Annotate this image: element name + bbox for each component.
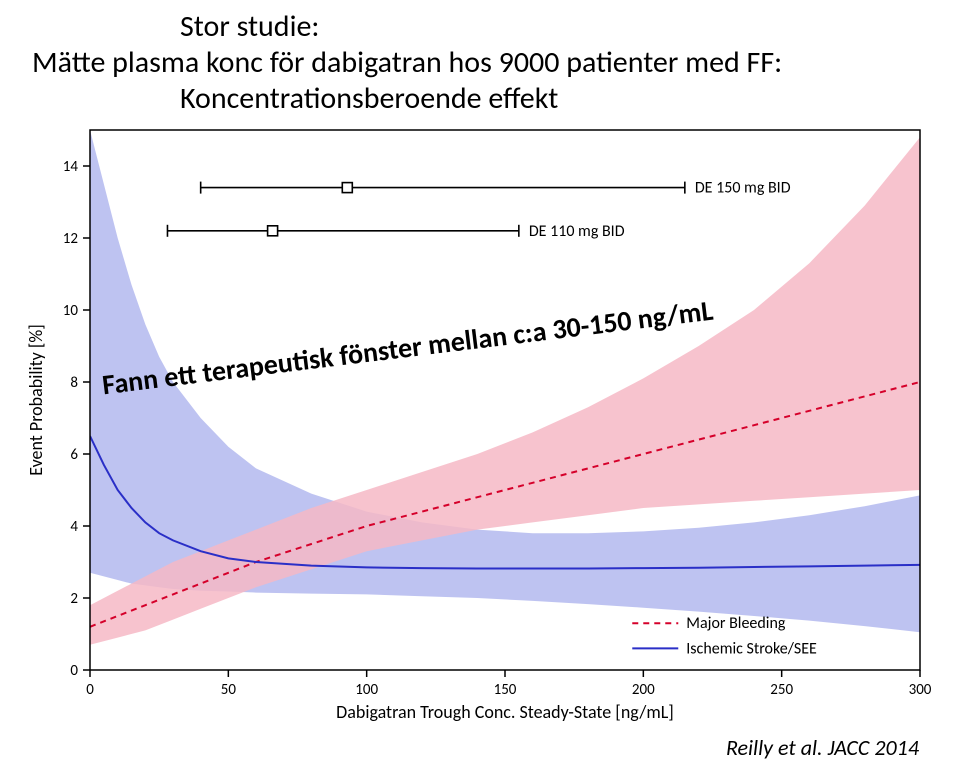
legend-bleeding-label: Major Bleeding — [686, 614, 786, 633]
dose-marker — [268, 226, 278, 236]
legend-stroke-label: Ischemic Stroke/SEE — [686, 639, 817, 658]
dose-label: DE 110 mg BID — [529, 222, 625, 241]
title-line3: Koncentrationsberoende effekt — [180, 80, 558, 117]
y-tick-label: 10 — [63, 302, 79, 320]
citation: Reilly et al. JACC 2014 — [726, 734, 919, 761]
y-tick-label: 0 — [70, 662, 78, 680]
dose-label: DE 150 mg BID — [695, 179, 791, 198]
title-line2: Mätte plasma konc för dabigatran hos 900… — [32, 44, 782, 81]
x-tick-label: 100 — [355, 681, 378, 699]
y-tick-label: 8 — [70, 374, 78, 392]
x-tick-label: 0 — [86, 681, 94, 699]
title-line1: Stor studie: — [180, 8, 319, 45]
y-tick-label: 2 — [70, 590, 78, 608]
y-tick-label: 6 — [70, 446, 78, 464]
y-tick-label: 14 — [63, 158, 79, 176]
x-tick-label: 150 — [494, 681, 517, 699]
x-tick-label: 300 — [909, 681, 932, 699]
x-axis-label: Dabigatran Trough Conc. Steady-State [ng… — [336, 701, 674, 723]
y-tick-label: 4 — [70, 518, 78, 536]
x-tick-label: 250 — [770, 681, 793, 699]
event-probability-chart: 0 50 100 150 200 250 300 0 2 4 6 8 10 12 14 Dabigatran … — [20, 120, 940, 730]
x-tick-label: 200 — [632, 681, 655, 699]
y-tick-label: 12 — [63, 230, 78, 248]
x-tick-label: 50 — [221, 681, 237, 699]
y-axis-label: Event Probability [%] — [25, 324, 47, 476]
dose-marker — [342, 183, 352, 193]
chart-container: 0 50 100 150 200 250 300 0 2 4 6 8 10 12 14 Dabigatran … — [20, 120, 940, 730]
